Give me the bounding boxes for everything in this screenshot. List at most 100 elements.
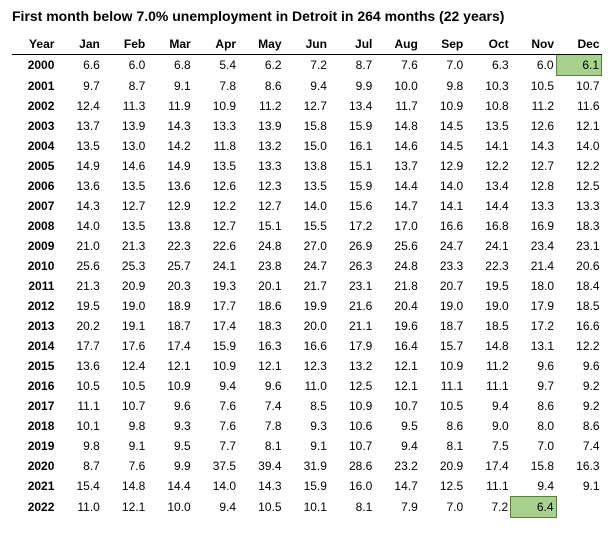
value-cell: 10.7 bbox=[374, 396, 419, 416]
table-row: 201219.519.018.917.718.619.921.620.419.0… bbox=[12, 296, 602, 316]
value-cell: 12.7 bbox=[511, 156, 556, 176]
value-cell: 14.8 bbox=[102, 476, 147, 497]
value-cell: 22.6 bbox=[193, 236, 238, 256]
value-cell: 7.0 bbox=[420, 55, 465, 76]
value-cell: 9.6 bbox=[511, 356, 556, 376]
value-cell: 19.5 bbox=[465, 276, 510, 296]
value-cell: 9.6 bbox=[556, 356, 601, 376]
value-cell: 11.8 bbox=[193, 136, 238, 156]
value-cell: 9.1 bbox=[556, 476, 601, 497]
value-cell: 23.3 bbox=[420, 256, 465, 276]
year-cell: 2007 bbox=[12, 196, 56, 216]
value-cell: 8.1 bbox=[420, 436, 465, 456]
value-cell: 12.2 bbox=[556, 156, 601, 176]
value-cell: 9.4 bbox=[284, 76, 329, 97]
value-cell: 11.1 bbox=[420, 376, 465, 396]
table-row: 200514.914.614.913.513.313.815.113.712.9… bbox=[12, 156, 602, 176]
value-cell: 13.2 bbox=[238, 136, 283, 156]
value-cell: 7.4 bbox=[556, 436, 601, 456]
value-cell: 13.1 bbox=[511, 336, 556, 356]
value-cell: 9.0 bbox=[465, 416, 510, 436]
column-header-oct: Oct bbox=[465, 34, 510, 55]
value-cell: 15.6 bbox=[329, 196, 374, 216]
value-cell: 12.1 bbox=[374, 376, 419, 396]
value-cell: 8.7 bbox=[329, 55, 374, 76]
value-cell: 19.3 bbox=[193, 276, 238, 296]
value-cell: 20.6 bbox=[556, 256, 601, 276]
value-cell: 9.9 bbox=[147, 456, 192, 476]
table-row: 200413.513.014.211.813.215.016.114.614.5… bbox=[12, 136, 602, 156]
value-cell: 7.5 bbox=[465, 436, 510, 456]
value-cell: 18.4 bbox=[556, 276, 601, 296]
value-cell: 14.4 bbox=[147, 476, 192, 497]
value-cell: 14.7 bbox=[374, 476, 419, 497]
value-cell: 7.8 bbox=[193, 76, 238, 97]
year-cell: 2017 bbox=[12, 396, 56, 416]
value-cell: 11.2 bbox=[511, 96, 556, 116]
value-cell: 14.5 bbox=[420, 116, 465, 136]
value-cell: 13.5 bbox=[465, 116, 510, 136]
value-cell: 19.0 bbox=[465, 296, 510, 316]
value-cell: 20.9 bbox=[420, 456, 465, 476]
value-cell: 13.3 bbox=[511, 196, 556, 216]
value-cell: 10.6 bbox=[329, 416, 374, 436]
value-cell: 13.9 bbox=[238, 116, 283, 136]
value-cell: 12.4 bbox=[102, 356, 147, 376]
value-cell: 18.6 bbox=[238, 296, 283, 316]
value-cell: 21.7 bbox=[284, 276, 329, 296]
value-cell: 31.9 bbox=[284, 456, 329, 476]
value-cell: 14.1 bbox=[420, 196, 465, 216]
value-cell: 14.9 bbox=[56, 156, 101, 176]
year-cell: 2020 bbox=[12, 456, 56, 476]
value-cell: 10.8 bbox=[465, 96, 510, 116]
value-cell: 10.9 bbox=[329, 396, 374, 416]
year-cell: 2021 bbox=[12, 476, 56, 497]
value-cell: 12.7 bbox=[238, 196, 283, 216]
value-cell: 22.3 bbox=[465, 256, 510, 276]
value-cell: 9.4 bbox=[465, 396, 510, 416]
value-cell: 11.1 bbox=[465, 476, 510, 497]
year-cell: 2010 bbox=[12, 256, 56, 276]
value-cell: 14.3 bbox=[56, 196, 101, 216]
value-cell: 26.9 bbox=[329, 236, 374, 256]
value-cell: 8.1 bbox=[329, 497, 374, 518]
year-cell: 2022 bbox=[12, 497, 56, 518]
value-cell: 7.0 bbox=[511, 436, 556, 456]
value-cell: 7.2 bbox=[465, 497, 510, 518]
value-cell: 20.9 bbox=[102, 276, 147, 296]
value-cell: 7.9 bbox=[374, 497, 419, 518]
value-cell: 10.3 bbox=[465, 76, 510, 97]
value-cell: 7.6 bbox=[374, 55, 419, 76]
value-cell: 7.6 bbox=[102, 456, 147, 476]
value-cell: 12.9 bbox=[147, 196, 192, 216]
value-cell: 16.6 bbox=[420, 216, 465, 236]
value-cell: 14.3 bbox=[511, 136, 556, 156]
value-cell: 13.7 bbox=[56, 116, 101, 136]
value-cell: 17.9 bbox=[329, 336, 374, 356]
value-cell: 14.0 bbox=[56, 216, 101, 236]
value-cell: 15.1 bbox=[329, 156, 374, 176]
value-cell: 13.5 bbox=[102, 176, 147, 196]
value-cell: 8.7 bbox=[56, 456, 101, 476]
value-cell: 39.4 bbox=[238, 456, 283, 476]
value-cell: 16.3 bbox=[238, 336, 283, 356]
value-cell: 12.7 bbox=[284, 96, 329, 116]
value-cell: 12.7 bbox=[193, 216, 238, 236]
value-cell: 7.6 bbox=[193, 416, 238, 436]
value-cell: 27.0 bbox=[284, 236, 329, 256]
value-cell: 19.0 bbox=[420, 296, 465, 316]
value-cell: 13.4 bbox=[329, 96, 374, 116]
value-cell: 11.6 bbox=[556, 96, 601, 116]
year-cell: 2005 bbox=[12, 156, 56, 176]
column-header-jun: Jun bbox=[284, 34, 329, 55]
year-cell: 2015 bbox=[12, 356, 56, 376]
value-cell: 10.5 bbox=[56, 376, 101, 396]
value-cell: 6.2 bbox=[238, 55, 283, 76]
value-cell: 20.3 bbox=[147, 276, 192, 296]
value-cell: 8.6 bbox=[556, 416, 601, 436]
table-row: 200313.713.914.313.313.915.815.914.814.5… bbox=[12, 116, 602, 136]
value-cell: 17.2 bbox=[511, 316, 556, 336]
value-cell: 9.6 bbox=[238, 376, 283, 396]
value-cell: 9.7 bbox=[56, 76, 101, 97]
table-row: 200814.013.513.812.715.115.517.217.016.6… bbox=[12, 216, 602, 236]
